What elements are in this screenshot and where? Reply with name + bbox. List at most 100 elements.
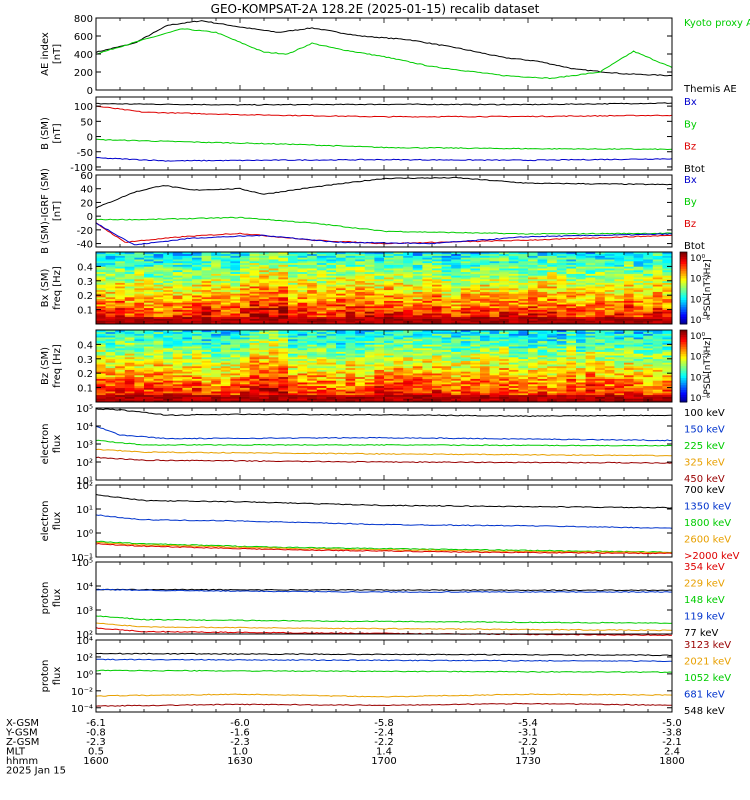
heatmap-cell (115, 262, 126, 265)
heatmap-cell (316, 300, 327, 303)
heatmap-cell (115, 360, 126, 363)
heatmap-cell (585, 316, 596, 319)
heatmap-cell (499, 266, 510, 269)
heatmap-cell (441, 384, 452, 387)
heatmap-cell (595, 318, 606, 321)
heatmap-cell (124, 273, 135, 276)
heatmap-cell (432, 339, 442, 342)
heatmap-cell (528, 257, 538, 260)
heatmap-cell (480, 389, 490, 392)
heatmap-cell (403, 282, 414, 285)
heatmap-cell (220, 270, 231, 273)
heatmap-cell (547, 385, 558, 388)
heatmap-cell (115, 376, 126, 379)
heatmap-cell (624, 282, 634, 285)
heatmap-cell (595, 362, 606, 365)
heatmap-cell (364, 320, 375, 323)
heatmap-cell (192, 373, 202, 376)
heatmap-cell (288, 313, 298, 316)
heatmap-cell (489, 298, 500, 301)
heatmap-cell (182, 382, 193, 385)
heatmap-cell (518, 340, 529, 343)
heatmap-cell (115, 387, 126, 390)
heatmap-cell (528, 369, 538, 372)
heatmap-cell (172, 270, 183, 273)
heatmap-cell (211, 380, 222, 383)
heatmap-cell (115, 282, 126, 285)
heatmap-cell (537, 266, 548, 269)
heatmap-cell (547, 307, 558, 310)
heatmap-cell (432, 313, 442, 316)
heatmap-cell (192, 313, 202, 316)
heatmap-cell (451, 387, 462, 390)
heatmap-cell (537, 316, 548, 319)
heatmap-cell (249, 351, 260, 354)
heatmap-cell (259, 366, 270, 369)
heatmap-cell (134, 357, 145, 360)
heatmap-cell (624, 253, 634, 256)
heatmap-cell (412, 342, 423, 345)
heatmap-cell (662, 309, 673, 312)
heatmap-cell (105, 360, 116, 363)
heatmap-cell (441, 284, 452, 287)
heatmap-cell (422, 253, 433, 256)
heatmap-cell (403, 373, 414, 376)
heatmap-cell (624, 351, 634, 354)
heatmap-cell (364, 291, 375, 294)
heatmap-cell (451, 307, 462, 310)
heatmap-cell (307, 351, 318, 354)
heatmap-cell (182, 255, 193, 258)
heatmap-cell (422, 252, 433, 255)
heatmap-cell (124, 288, 135, 291)
heatmap-cell (393, 253, 404, 256)
heatmap-cell (441, 367, 452, 370)
heatmap-cell (115, 339, 126, 342)
heatmap-cell (115, 342, 126, 345)
heatmap-cell (326, 268, 337, 271)
heatmap-cell (595, 344, 606, 347)
heatmap-cell (211, 288, 222, 291)
heatmap-cell (566, 340, 577, 343)
heatmap-cell (268, 384, 279, 387)
heatmap-cell (355, 304, 366, 307)
heatmap-cell (595, 337, 606, 340)
heatmap-cell (470, 346, 481, 349)
heatmap-cell (412, 353, 423, 356)
heatmap-cell (412, 387, 423, 390)
heatmap-cell (326, 358, 337, 361)
heatmap-cell (556, 373, 567, 376)
y-axis-label: [nT] (52, 44, 63, 64)
heatmap-cell (182, 400, 193, 403)
heatmap-cell (441, 348, 452, 351)
heatmap-cell (508, 264, 519, 267)
heatmap-cell (316, 340, 327, 343)
heatmap-cell (460, 316, 471, 319)
heatmap-cell (230, 396, 241, 399)
heatmap-cell (422, 268, 433, 271)
heatmap-cell (384, 316, 394, 319)
heatmap-cell (326, 293, 337, 296)
heatmap-cell (470, 331, 481, 334)
heatmap-cell (297, 259, 308, 262)
heatmap-cell (403, 337, 414, 340)
heatmap-cell (201, 311, 212, 314)
heatmap-cell (393, 355, 404, 358)
heatmap-cell (230, 339, 241, 342)
heatmap-cell (201, 275, 212, 278)
heatmap-cell (163, 394, 174, 397)
heatmap-cell (220, 360, 231, 363)
heatmap-cell (278, 307, 289, 310)
heatmap-cell (480, 333, 490, 336)
heatmap-cell (307, 259, 318, 262)
heatmap-cell (643, 318, 654, 321)
heatmap-cell (576, 394, 586, 397)
heatmap-cell (105, 342, 116, 345)
heatmap-cell (201, 309, 212, 312)
heatmap-cell (163, 346, 174, 349)
heatmap-cell (192, 355, 202, 358)
heatmap-cell (355, 286, 366, 289)
heatmap-cell (307, 286, 318, 289)
heatmap-cell (480, 376, 490, 379)
heatmap-cell (556, 348, 567, 351)
heatmap-cell (614, 306, 625, 309)
